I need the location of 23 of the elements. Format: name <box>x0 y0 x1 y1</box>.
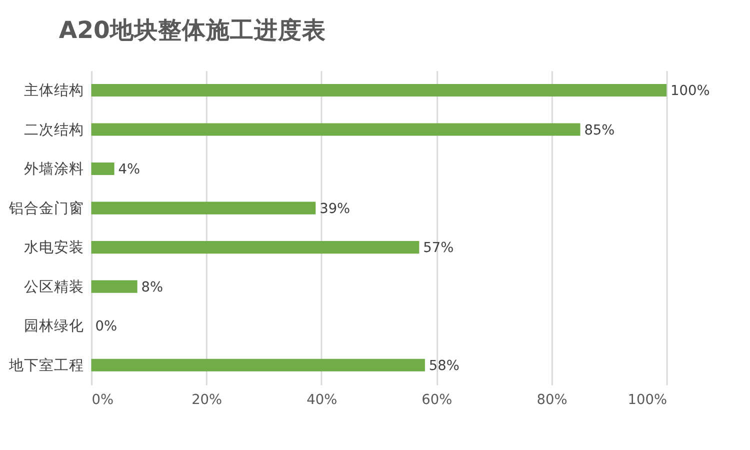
data-label: 57% <box>423 240 454 256</box>
y-tick-label: 主体结构 <box>24 82 84 100</box>
x-tick-label: 0% <box>92 392 114 408</box>
chart-title: A20地块整体施工进度表 <box>58 16 326 44</box>
x-tick-label: 20% <box>192 392 222 408</box>
x-tick-label: 60% <box>422 392 452 408</box>
data-label: 85% <box>584 122 615 138</box>
data-label: 8% <box>141 279 164 296</box>
y-tick-label: 铝合金门窗 <box>8 200 84 217</box>
x-tick-label: 100% <box>628 392 668 408</box>
data-label: 39% <box>320 200 350 217</box>
x-tick-label: 80% <box>536 392 568 408</box>
data-label: 58% <box>428 358 460 374</box>
data-label: 100% <box>670 83 710 100</box>
data-label: 4% <box>118 162 140 178</box>
x-tick-label: 40% <box>306 392 338 408</box>
data-label: 0% <box>95 318 118 335</box>
y-tick-label: 外墙涂料 <box>24 160 84 178</box>
y-tick-label: 二次结构 <box>24 121 84 138</box>
y-tick-label: 公区精装 <box>24 278 84 296</box>
y-tick-label: 园林绿化 <box>24 318 84 335</box>
y-tick-label: 水电安装 <box>24 239 84 256</box>
y-tick-label: 地下室工程 <box>8 357 84 374</box>
